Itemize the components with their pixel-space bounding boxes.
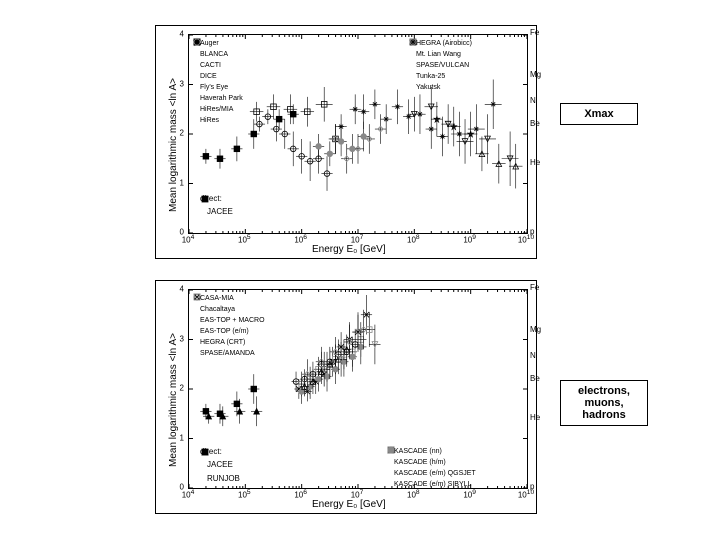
legend-top-right: HEGRA (Airobicc)Mt. Lian WangSPASE/VULCA… [408,37,478,94]
direct-top: direct:JACEE [200,194,236,220]
callout-emh: electrons,muons,hadrons [560,380,648,426]
legend-top-left: AugerBLANCACACTIDICEFly's EyeHaverah Par… [192,37,249,127]
xlabel-bot: Energy E₀ [GeV] [312,499,386,510]
callout-xmax: Xmax [560,103,638,125]
ylabel-bot: Mean logarithmic mass <ln A> [168,333,179,467]
panel-xmax: Mean logarithmic mass <ln A> Energy E₀ [… [155,25,537,259]
panel-emh: Mean logarithmic mass <ln A> Energy E₀ [… [155,280,537,514]
xlabel-top: Energy E₀ [GeV] [312,244,386,255]
ylabel-top: Mean logarithmic mass <ln A> [168,78,179,212]
legend-bot-right: KASCADE (nn)KASCADE (h/m)KASCADE (e/m) Q… [386,445,482,491]
legend-bot-left: CASA-MIAChacaltayaEAS-TOP + MACROEAS-TOP… [192,292,271,360]
direct-bot: direct:JACEERUNJOB [200,447,243,487]
